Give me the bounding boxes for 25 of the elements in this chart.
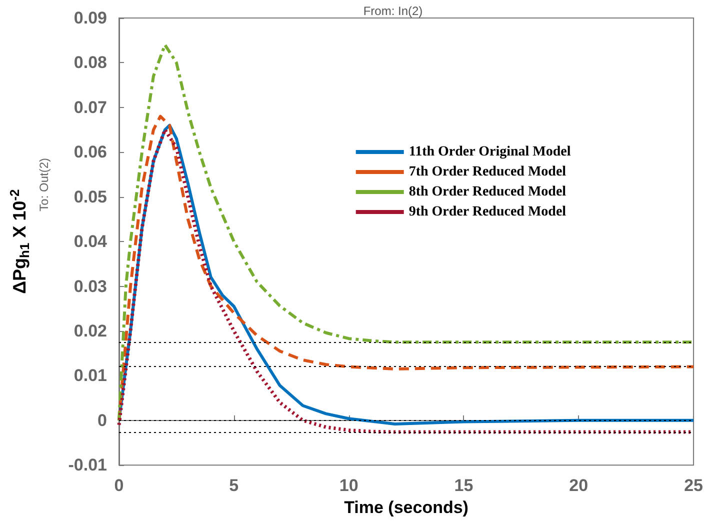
x-axis-title: Time (seconds) (344, 498, 468, 517)
y-axis-title: ΔPgh1 X 10-2 (7, 189, 32, 294)
y-tick-label: 0.09 (74, 8, 107, 28)
legend-label: 7th Order Reduced Model (408, 164, 566, 180)
x-tick-label: 0 (114, 476, 124, 496)
x-tick-label: 10 (339, 476, 358, 496)
y-tick-label: 0.05 (74, 187, 107, 206)
x-tick-label: 5 (229, 476, 239, 496)
y-tick-label: 0 (98, 410, 107, 430)
y-tick-label: -0.01 (68, 456, 107, 475)
x-tick-label: 15 (454, 476, 474, 496)
text: To: Out(2) (37, 158, 51, 212)
x-tick-label: 25 (684, 476, 704, 496)
y-tick-label: 0.06 (74, 142, 107, 162)
legend-label: 9th Order Reduced Model (408, 204, 566, 220)
y-tick-label: 0.04 (74, 232, 108, 252)
y-tick-label: 0.02 (74, 321, 107, 340)
legend-label: 8th Order Reduced Model (408, 184, 566, 200)
y-tick-label: 0.08 (74, 53, 107, 72)
y-tick-label: 0.07 (74, 98, 107, 117)
y-tick-label: 0.03 (74, 276, 107, 296)
legend-label: 11th Order Original Model (408, 144, 571, 160)
chart-title: From: In(2) (363, 4, 423, 18)
x-tick-label: 20 (569, 476, 588, 496)
y-tick-label: 0.01 (74, 366, 107, 386)
